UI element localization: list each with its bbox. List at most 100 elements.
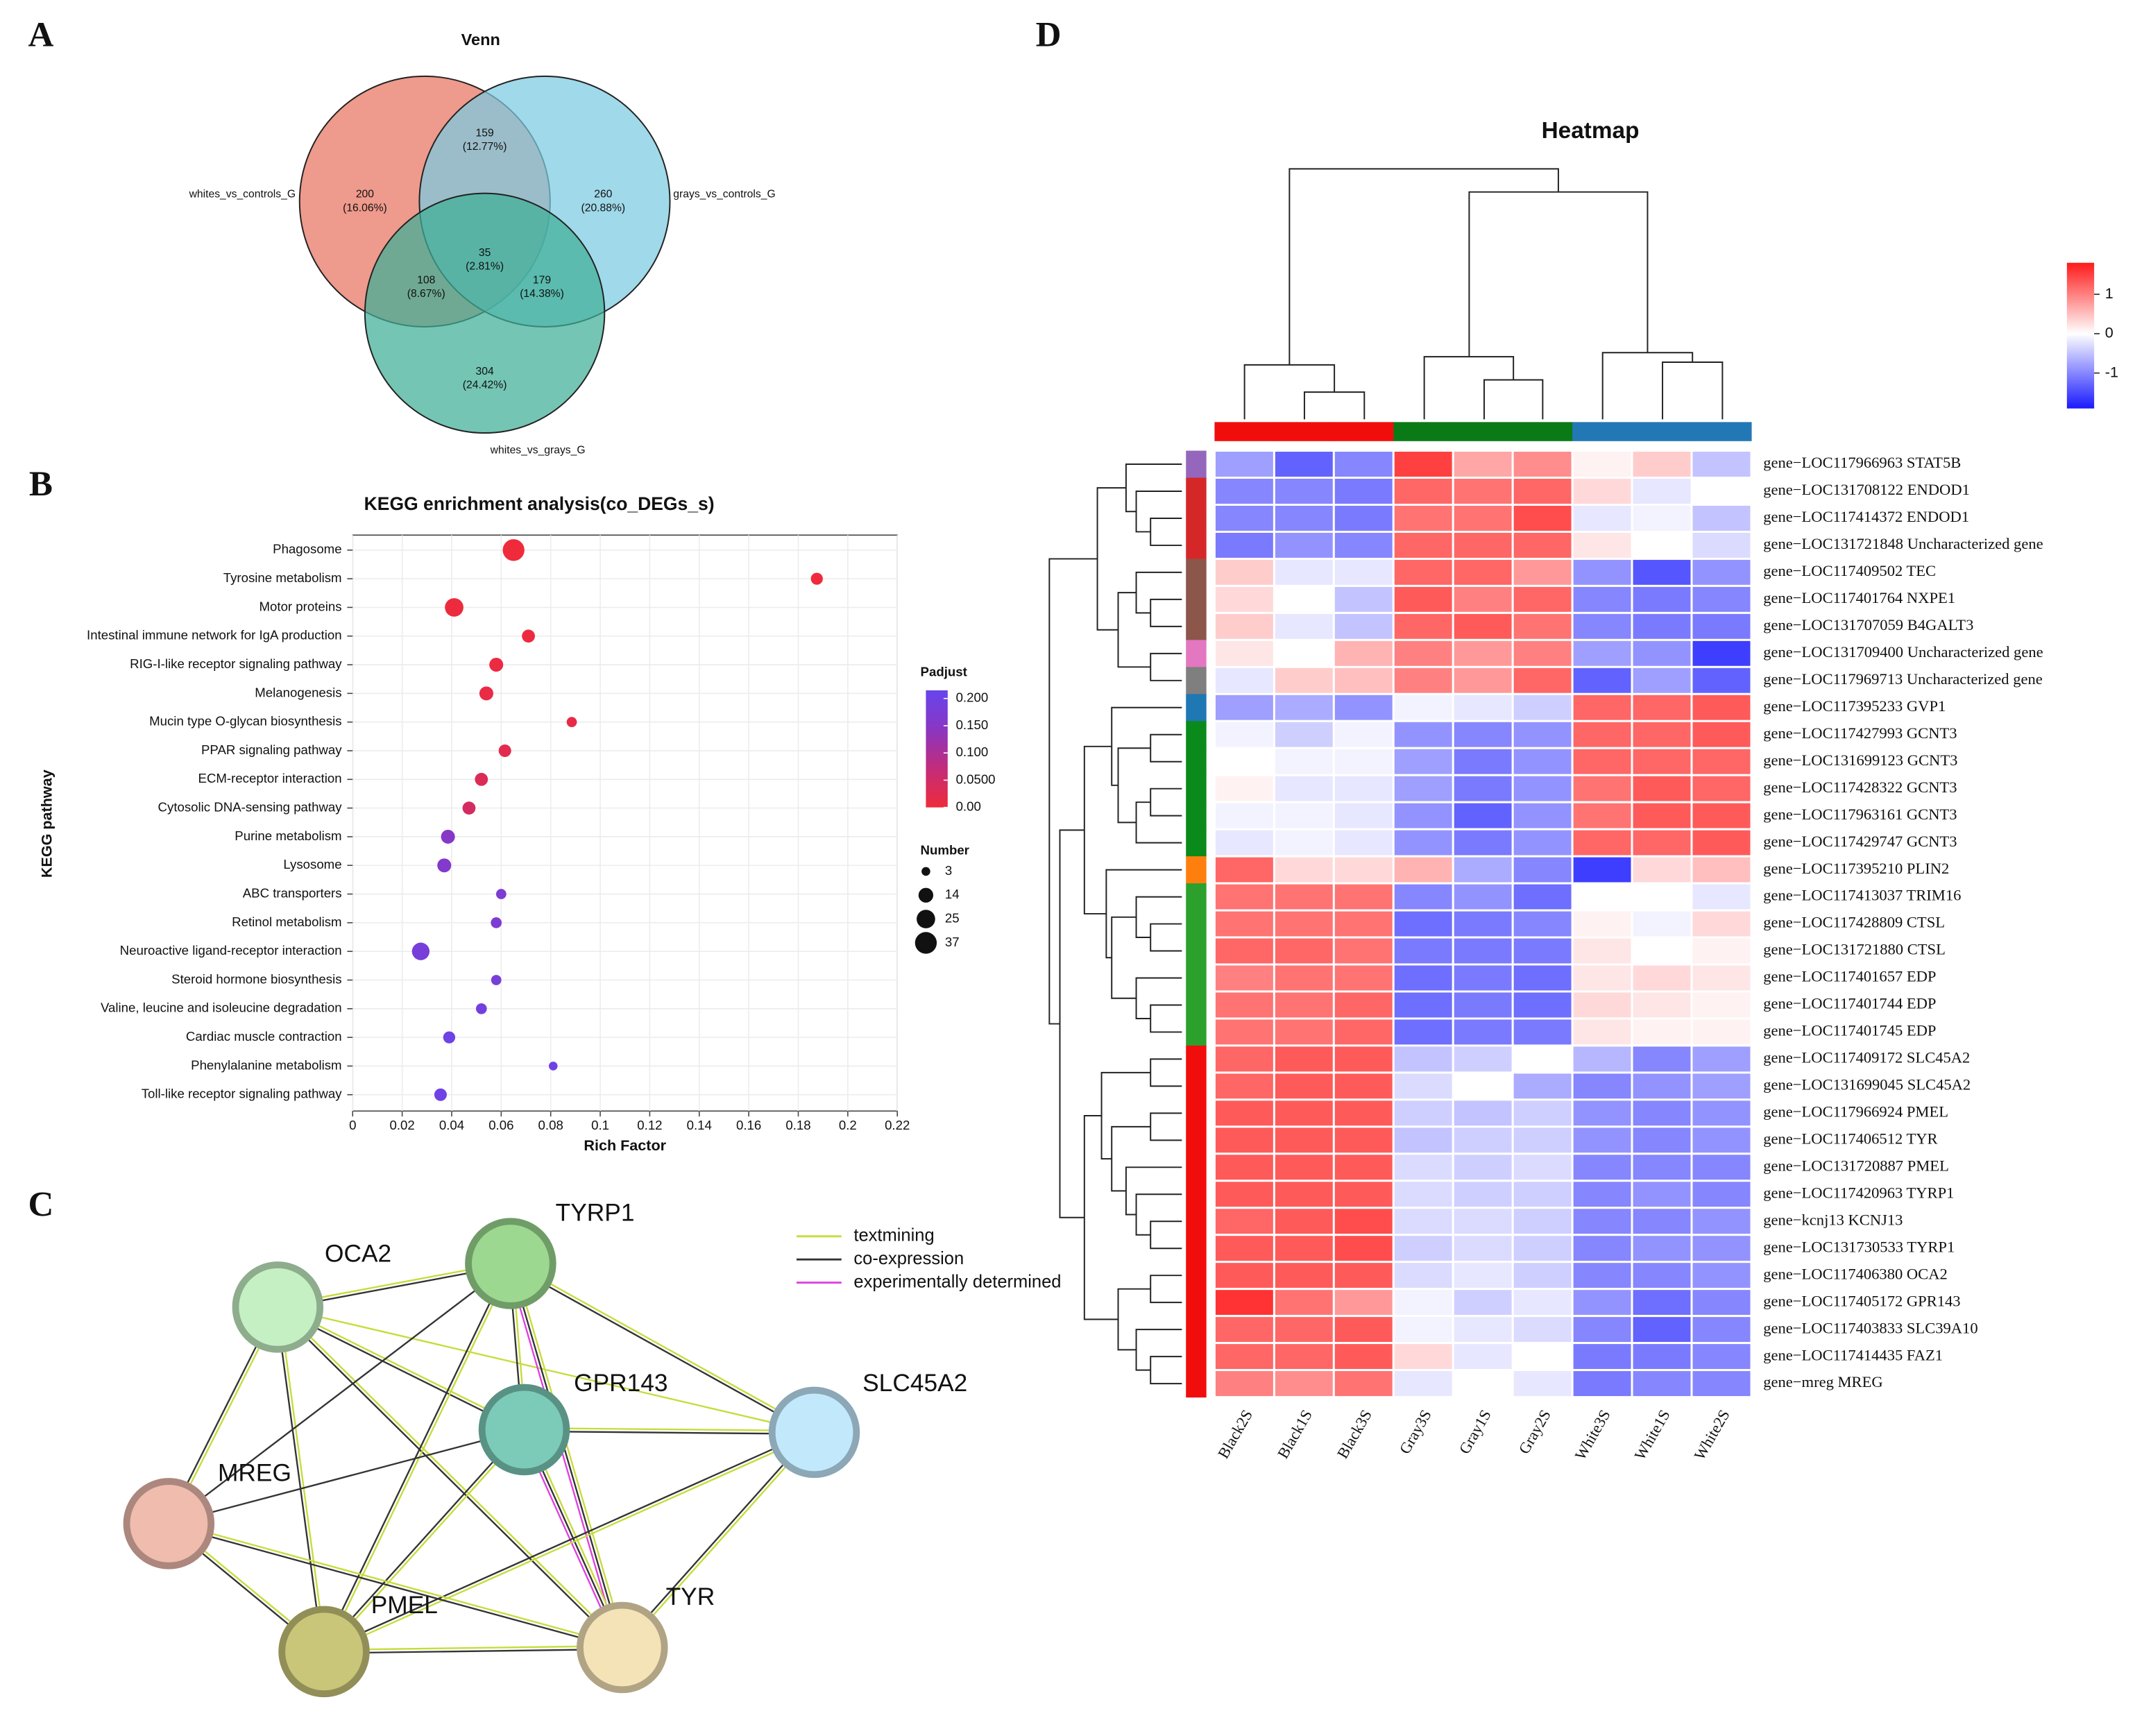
heatmap-cell <box>1631 1017 1693 1047</box>
heatmap-cell <box>1511 1017 1574 1047</box>
color-tick-label: 0.200 <box>956 690 989 705</box>
heatmap-cell <box>1690 665 1753 695</box>
y-tick-label: Tyrosine metabolism <box>223 570 342 585</box>
heatmap-cell <box>1213 882 1275 912</box>
dendrogram-branch <box>1150 1275 1182 1304</box>
column-annotation <box>1393 422 1454 441</box>
heatmap-cell <box>1511 909 1574 939</box>
row-label: gene−LOC117409502 TEC <box>1763 562 1936 579</box>
y-tick-label: ECM-receptor interaction <box>198 771 342 785</box>
heatmap-cell <box>1332 1207 1395 1236</box>
heatmap-cell <box>1213 801 1275 831</box>
y-tick-label: Melanogenesis <box>255 685 341 699</box>
chart-title: KEGG enrichment analysis(co_DEGs_s) <box>364 493 715 514</box>
dendrogram-branch <box>1150 652 1182 681</box>
heatmap-cell <box>1332 828 1395 858</box>
dendrogram-branch <box>1150 517 1182 546</box>
heatmap-cell <box>1332 1369 1395 1399</box>
heatmap-cell <box>1511 1234 1574 1263</box>
row-annotation <box>1186 667 1207 695</box>
heatmap-cell <box>1690 1071 1753 1101</box>
heatmap-cell <box>1452 692 1514 722</box>
row-annotation <box>1186 1153 1207 1182</box>
heatmap-cell <box>1571 1234 1633 1263</box>
row-annotation <box>1186 504 1207 533</box>
heatmap-cell <box>1332 963 1395 993</box>
row-label: gene−LOC131709400 Uncharacterized gene <box>1763 643 2043 661</box>
network-node <box>478 1384 570 1476</box>
row-annotation <box>1186 937 1207 965</box>
row-label: gene−LOC117429747 GCNT3 <box>1763 833 1957 850</box>
heatmap-cell <box>1571 963 1633 993</box>
column-annotation <box>1692 422 1752 441</box>
heatmap-cell <box>1332 530 1395 560</box>
heatmap-cell <box>1392 1152 1454 1182</box>
heatmap-cell <box>1511 450 1574 479</box>
heatmap-cell <box>1273 1369 1335 1399</box>
region-percent: (12.77%) <box>463 141 507 153</box>
row-annotation <box>1186 775 1207 803</box>
heatmap-cell <box>1452 963 1514 993</box>
region-count: 179 <box>533 274 551 286</box>
network-node <box>577 1601 668 1694</box>
size-key-label: 14 <box>945 887 960 901</box>
heatmap-cell <box>1452 747 1514 776</box>
heatmap-cell <box>1511 936 1574 966</box>
row-annotation <box>1186 559 1207 586</box>
heatmap-cell <box>1690 504 1753 533</box>
bubble <box>479 686 493 701</box>
bubble <box>810 572 823 585</box>
row-label: gene−LOC117395210 PLIN2 <box>1763 860 1949 877</box>
legend-title: Number <box>921 842 969 857</box>
heatmap-cell <box>1690 855 1753 885</box>
heatmap-cell <box>1571 1261 1633 1291</box>
heatmap-cell <box>1332 557 1395 587</box>
row-label: gene−LOC117966924 PMEL <box>1763 1103 1948 1121</box>
heatmap-cell <box>1392 557 1454 587</box>
y-tick-label: Cardiac muscle contraction <box>186 1029 342 1044</box>
heatmap-cell <box>1332 1180 1395 1209</box>
row-label: gene−LOC117414435 FAZ1 <box>1763 1346 1943 1363</box>
heatmap-cell <box>1571 855 1633 885</box>
heatmap-cell <box>1571 1180 1633 1209</box>
heatmap-cell <box>1631 692 1693 722</box>
row-annotation <box>1186 694 1207 722</box>
row-label: gene−LOC117413037 TRIM16 <box>1763 887 1961 904</box>
color-bar <box>926 690 948 808</box>
heatmap-cell <box>1392 611 1454 641</box>
heatmap-cell <box>1571 774 1633 803</box>
bubble <box>445 598 463 617</box>
column-label: White2S <box>1691 1407 1733 1463</box>
x-tick-label: 0.02 <box>389 1118 414 1132</box>
row-label: gene−LOC131699123 GCNT3 <box>1763 751 1957 769</box>
heatmap-cell <box>1332 774 1395 803</box>
dendrogram-branch <box>1117 1288 1151 1351</box>
row-label: gene−kcnj13 KCNJ13 <box>1763 1211 1903 1228</box>
heatmap-cell <box>1690 909 1753 939</box>
heatmap-cell <box>1392 801 1454 831</box>
size-key <box>917 910 935 928</box>
heatmap-cell <box>1213 557 1275 587</box>
row-label: gene−LOC117969713 Uncharacterized gene <box>1763 670 2043 688</box>
network-edge <box>324 1644 622 1651</box>
heatmap-cell <box>1273 611 1335 641</box>
column-annotation <box>1513 422 1573 441</box>
network-node <box>768 1386 860 1479</box>
dendrogram-branch <box>1135 896 1182 939</box>
bubble <box>441 829 455 844</box>
heatmap-cell <box>1571 747 1633 776</box>
heatmap-cell <box>1213 1207 1275 1236</box>
region-count: 159 <box>476 127 494 139</box>
row-label: gene−LOC117428322 GCNT3 <box>1763 778 1957 796</box>
heatmap-cell <box>1571 828 1633 858</box>
heatmap-cell <box>1690 692 1753 722</box>
heatmap-cell <box>1273 828 1335 858</box>
y-tick-label: Steroid hormone biosynthesis <box>171 971 341 986</box>
heatmap-cell <box>1631 747 1693 776</box>
heatmap-cell <box>1631 801 1693 831</box>
heatmap-cell <box>1452 936 1514 966</box>
heatmap-cell <box>1571 1315 1633 1345</box>
heatmap-cell <box>1571 557 1633 587</box>
row-annotation <box>1186 910 1207 938</box>
heatmap-cell <box>1690 1234 1753 1263</box>
